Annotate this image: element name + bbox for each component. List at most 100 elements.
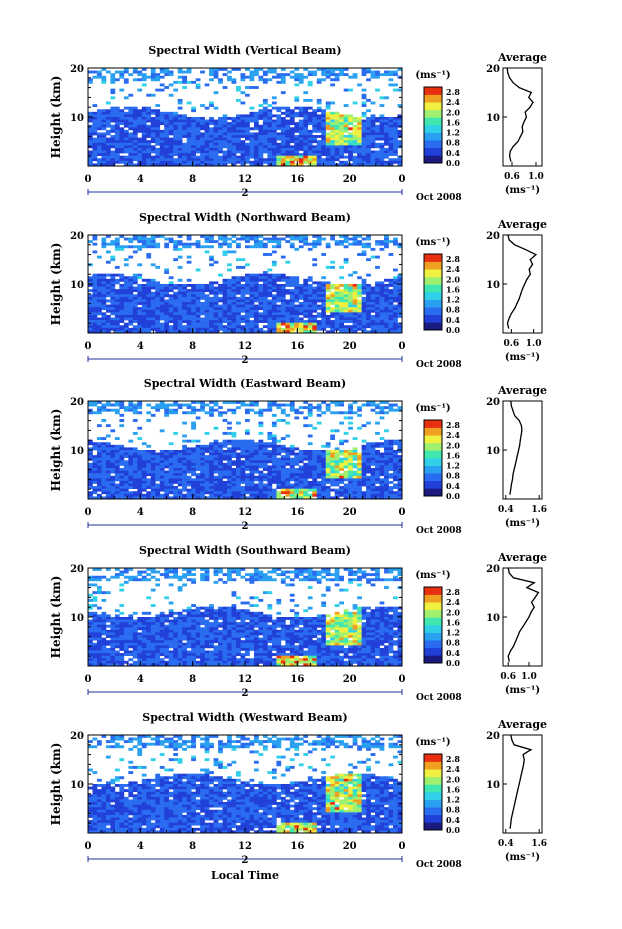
- heatmap-cell: [397, 309, 403, 313]
- heatmap-cell: [222, 462, 228, 466]
- heatmap-cell: [137, 322, 143, 326]
- heatmap-cell: [298, 325, 304, 329]
- heatmap-cell: [393, 473, 398, 477]
- heatmap-cell: [177, 153, 183, 156]
- heatmap-cell: [236, 278, 241, 282]
- heatmap-cell: [352, 127, 358, 131]
- heatmap-cell: [177, 309, 183, 313]
- heatmap-cell: [325, 140, 331, 144]
- heatmap-cell: [132, 450, 138, 453]
- heatmap-cell: [128, 160, 134, 164]
- heatmap-cell: [191, 473, 196, 477]
- heatmap-cell: [370, 296, 376, 300]
- heatmap-cell: [110, 111, 116, 115]
- heatmap-cell: [375, 478, 380, 482]
- heatmap-cell: [361, 320, 367, 323]
- heatmap-cell: [262, 111, 268, 115]
- heatmap-cell: [271, 284, 277, 287]
- heatmap-cell: [271, 135, 277, 138]
- heatmap-cell: [150, 309, 156, 313]
- heatmap-cell: [339, 289, 344, 293]
- heatmap-cell: [357, 309, 362, 313]
- heatmap-cell: [132, 68, 138, 71]
- heatmap-cell: [137, 475, 143, 479]
- heatmap-cell: [339, 163, 344, 167]
- heatmap-cell: [343, 291, 349, 295]
- heatmap-cell: [204, 286, 210, 290]
- heatmap-cell: [236, 480, 241, 484]
- heatmap-cell: [298, 127, 304, 131]
- heatmap-cell: [321, 294, 327, 298]
- heatmap-cell: [258, 465, 264, 469]
- heatmap-cell: [388, 122, 394, 126]
- heatmap-cell: [267, 273, 273, 277]
- heatmap-cell: [249, 127, 255, 131]
- heatmap-cell: [123, 314, 129, 318]
- heatmap-cell: [159, 457, 165, 461]
- heatmap-cell: [164, 320, 170, 323]
- heatmap-cell: [294, 98, 300, 102]
- heatmap-cell: [141, 245, 147, 249]
- heatmap-cell: [101, 483, 107, 487]
- heatmap-cell: [132, 447, 138, 451]
- heatmap-cell: [236, 291, 241, 295]
- heatmap-cell: [285, 260, 291, 264]
- heatmap-cell: [271, 413, 277, 417]
- heatmap-cell: [366, 296, 371, 300]
- heatmap-cell: [240, 278, 246, 282]
- heatmap-cell: [150, 127, 156, 131]
- heatmap-cell: [245, 320, 250, 323]
- heatmap-cell: [195, 478, 201, 482]
- heatmap-cell: [195, 408, 201, 412]
- heatmap-cell: [209, 70, 214, 74]
- heatmap-cell: [294, 127, 300, 131]
- heatmap-cell: [303, 475, 309, 479]
- heatmap-cell: [312, 406, 318, 410]
- heatmap-cell: [267, 160, 273, 164]
- heatmap-cell: [267, 470, 273, 474]
- heatmap-cell: [236, 309, 241, 313]
- heatmap-cell: [132, 122, 138, 126]
- heatmap-cell: [159, 401, 165, 404]
- heatmap-cell: [200, 470, 205, 474]
- heatmap-cell: [186, 403, 192, 407]
- heatmap-cell: [164, 483, 170, 487]
- heatmap-cell: [312, 150, 318, 154]
- heatmap-cell: [249, 320, 255, 323]
- heatmap-cell: [352, 325, 358, 329]
- heatmap-cell: [276, 150, 282, 154]
- heatmap-cell: [262, 317, 268, 321]
- heatmap-cell: [150, 284, 156, 287]
- heatmap-cell: [137, 247, 143, 251]
- heatmap-cell: [316, 286, 322, 290]
- heatmap-cell: [155, 132, 161, 136]
- heatmap-cell: [245, 330, 250, 334]
- heatmap-cell: [213, 286, 219, 290]
- heatmap-cell: [352, 129, 358, 133]
- heatmap-cell: [366, 294, 371, 298]
- heatmap-cell: [334, 327, 340, 331]
- heatmap-cell: [168, 304, 174, 308]
- heatmap-cell: [366, 284, 371, 287]
- heatmap-cell: [312, 475, 318, 479]
- heatmap-cell: [159, 286, 165, 290]
- heatmap-cell: [316, 304, 322, 308]
- heatmap-cell: [168, 327, 174, 331]
- heatmap-cell: [388, 488, 394, 492]
- heatmap-cell: [253, 68, 259, 71]
- heatmap-cell: [114, 281, 120, 285]
- heatmap-cell: [231, 309, 237, 313]
- heatmap-cell: [361, 325, 367, 329]
- heatmap-cell: [298, 245, 304, 249]
- heatmap-cell: [168, 478, 174, 482]
- heatmap-cell: [294, 304, 300, 308]
- heatmap-cell: [249, 299, 255, 303]
- heatmap-cell: [137, 401, 143, 404]
- heatmap-cell: [191, 135, 196, 138]
- heatmap-cell: [200, 450, 205, 453]
- heatmap-cell: [397, 406, 403, 410]
- heatmap-cell: [101, 299, 107, 303]
- heatmap-cell: [330, 160, 336, 164]
- heatmap-cell: [280, 483, 286, 487]
- heatmap-cell: [101, 163, 107, 167]
